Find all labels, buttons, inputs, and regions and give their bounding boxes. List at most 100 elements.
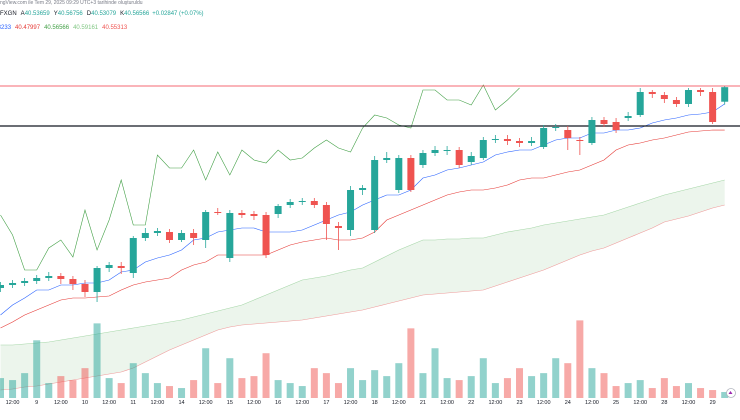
candle-body — [395, 158, 403, 190]
candle-body — [648, 92, 656, 94]
volume-bar — [178, 388, 186, 398]
volume-bar — [503, 378, 511, 398]
attribution: ngView.com ile Tem 29, 2025 09:29 UTC+3 … — [0, 0, 143, 6]
indicator-value: 40.59161 — [73, 25, 99, 31]
candle-body — [467, 156, 475, 162]
volume-bar — [636, 380, 644, 398]
plot-area — [0, 84, 740, 398]
x-tick-label: 12:00 — [54, 400, 68, 406]
candle-body — [636, 92, 644, 115]
volume-bar — [528, 376, 536, 398]
volume-bar — [81, 368, 89, 398]
x-tick-label: 14 — [178, 400, 184, 406]
span-b-line — [0, 204, 725, 391]
candle-body — [165, 232, 173, 240]
x-tick-label: 12:00 — [440, 400, 454, 406]
ohlc-value: 40.53659 — [25, 11, 51, 17]
ohlc-value: 40.53079 — [91, 11, 117, 17]
candle-body — [190, 233, 198, 238]
volume-bar — [540, 373, 548, 398]
volume-bar — [624, 383, 632, 398]
candle-body — [491, 139, 499, 140]
candle-body — [153, 231, 161, 233]
ichimoku-cloud — [0, 180, 725, 390]
volume-bar — [612, 386, 620, 398]
volume-bar — [298, 386, 306, 398]
candle-body — [359, 188, 367, 190]
candle-body — [0, 285, 4, 288]
volume-bar — [69, 380, 77, 398]
candle-body — [443, 150, 451, 151]
x-tick-label: 25 — [613, 400, 619, 406]
volume-bar — [697, 388, 705, 398]
volume-bar — [129, 363, 137, 398]
candle-body — [721, 87, 729, 102]
x-tick-label: 12:00 — [6, 400, 20, 406]
candle-body — [178, 233, 186, 240]
candle-body — [383, 158, 391, 160]
x-tick-label: 12:00 — [682, 400, 696, 406]
x-tick-label: 12:00 — [392, 400, 406, 406]
candle-body — [226, 213, 234, 258]
x-tick-label: 17 — [323, 400, 329, 406]
price-change: +0.02847 (+0.07%) — [152, 11, 203, 17]
volume-bar — [190, 380, 198, 398]
candle-body — [274, 206, 282, 214]
volume-bar — [443, 378, 451, 398]
candle-body — [69, 279, 77, 284]
volume-bar — [153, 383, 161, 398]
volume-bar — [21, 373, 29, 398]
x-tick-label: 21 — [420, 400, 426, 406]
candle-body — [552, 127, 560, 128]
volume-bar — [419, 373, 427, 398]
candle-body — [516, 141, 524, 143]
candle-body — [310, 201, 318, 205]
volume-bar — [9, 380, 17, 398]
candle-body — [576, 140, 584, 141]
volume-bar — [491, 383, 499, 398]
candle-body — [238, 213, 246, 215]
volume-bar — [286, 383, 294, 398]
candle-body — [202, 212, 210, 240]
volume-bar — [202, 348, 210, 398]
x-tick-label: 9 — [35, 400, 38, 406]
volume-bar — [455, 380, 463, 398]
candle-body — [684, 90, 692, 104]
x-tick-label: 18 — [372, 400, 378, 406]
volume-bar — [0, 378, 4, 398]
volume-bar — [250, 376, 258, 398]
candle-body — [672, 100, 680, 104]
volume-bar — [165, 386, 173, 398]
volume-bar — [105, 378, 113, 398]
candle-body — [141, 233, 149, 238]
volume-bar — [684, 383, 692, 398]
candle-body — [455, 150, 463, 165]
candle-body — [564, 130, 572, 138]
volume-bar — [660, 378, 668, 398]
volume-bar — [93, 323, 101, 398]
candle-body — [214, 212, 222, 213]
volume-bar — [57, 376, 65, 398]
candle-body — [286, 202, 294, 205]
candle-body — [431, 150, 439, 153]
candle-body — [9, 283, 17, 285]
candle-body — [697, 90, 705, 92]
x-tick-label: 12:00 — [199, 400, 213, 406]
x-tick-label: 15 — [227, 400, 233, 406]
volume-bar — [407, 328, 415, 398]
indicator-value: 40.47997 — [15, 25, 41, 31]
kijun-line — [0, 129, 725, 329]
volume-bar — [214, 383, 222, 398]
x-tick-label: 12:00 — [247, 400, 261, 406]
candle-body — [21, 281, 29, 283]
volume-bar — [359, 380, 367, 398]
chikou-line — [0, 84, 520, 271]
candle-body — [479, 140, 487, 158]
volume-bar — [576, 320, 584, 398]
candle-body — [117, 266, 125, 268]
ohlc-label: Y — [54, 11, 58, 17]
candle-body — [612, 122, 620, 130]
candle-body — [45, 276, 53, 278]
x-tick-label: 23 — [516, 400, 522, 406]
candle-body — [709, 92, 717, 122]
